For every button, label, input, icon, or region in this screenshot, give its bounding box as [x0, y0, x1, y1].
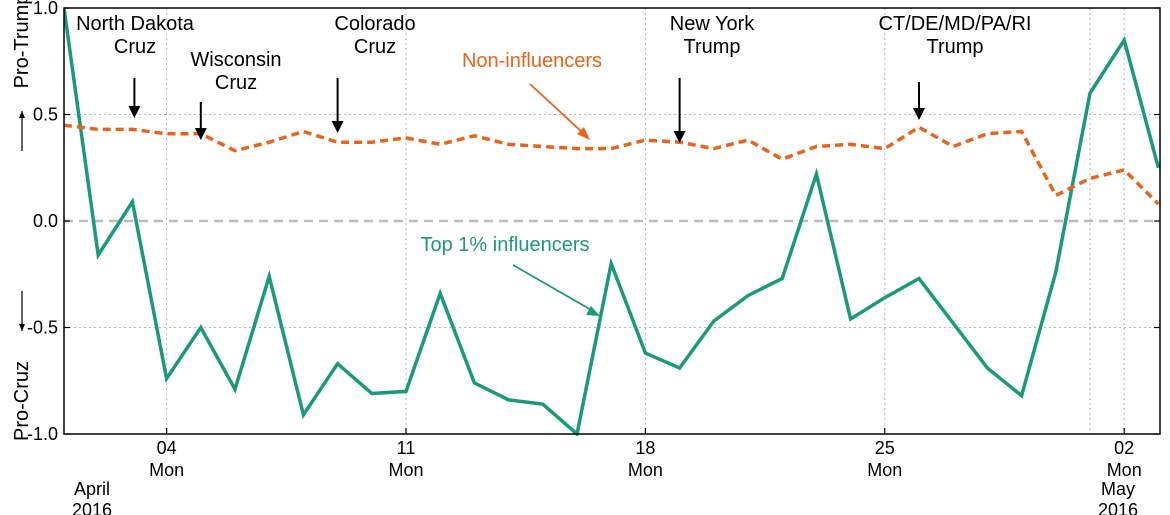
y-axis-label-bottom: Pro-Cruz [11, 361, 33, 441]
annotation-text: Cruz [114, 36, 156, 58]
x-tick-label: 11 [397, 438, 416, 458]
x-tick-label: 18 [635, 438, 655, 458]
y-axis-label-top: Pro-Trump [11, 0, 33, 88]
x-tick-label: 02 [1114, 438, 1134, 458]
x-tick-weekday-label: Mon [628, 460, 663, 480]
x-month-label: April [74, 479, 110, 499]
series-layer [64, 7, 1160, 436]
series-label-top-influencers: Top 1% influencers [421, 234, 600, 316]
x-year-label: 2016 [1098, 500, 1138, 515]
series-label-pointer [512, 264, 594, 312]
annotation-arrow-head [913, 108, 925, 120]
annotation-text: Trump [926, 36, 983, 58]
series-line-top-influencers [64, 7, 1160, 436]
y-axis-arrow-down-head [19, 324, 25, 331]
annotation-text: Trump [683, 36, 740, 58]
annotation-text: Wisconsin [190, 49, 281, 71]
series-label-text: Non-influencers [462, 50, 602, 72]
grid [64, 8, 1160, 434]
annotation-text: New York [670, 13, 755, 35]
series-label-pointer-head [577, 127, 590, 140]
series-label-pointer-head [586, 306, 600, 316]
annotation-text: Colorado [334, 13, 415, 35]
series-labels: Non-influencers Top 1% influencers [421, 50, 602, 316]
series-clip-group [64, 7, 1160, 436]
y-axis-arrow-up-head [19, 111, 25, 118]
annotation-arrow-head [194, 128, 207, 140]
y-tick-label: -0.5 [27, 318, 58, 338]
series-label-non-influencers: Non-influencers [462, 50, 602, 140]
series-line-non-influencers [64, 123, 1160, 206]
x-month-label: May [1101, 479, 1135, 499]
annotation-text: Cruz [215, 72, 257, 94]
y-tick-label: -1.0 [27, 424, 58, 444]
annotation-arrow-head [128, 106, 141, 118]
annotation-arrow-head [673, 131, 686, 143]
x-tick-weekday-label: Mon [149, 460, 184, 480]
series-label-pointer [529, 83, 584, 134]
y-tick-label: 0.0 [33, 211, 58, 231]
x-tick-weekday-label: Mon [1107, 460, 1142, 480]
annotation-arrow-head [331, 121, 344, 133]
x-tick-weekday-label: Mon [867, 460, 902, 480]
annotations: North DakotaCruzWisconsinCruzColoradoCru… [76, 13, 1031, 143]
axes: 1.00.50.0-0.5-1.004Mon11Mon18Mon25Mon02M… [11, 0, 1161, 515]
annotation-text: North Dakota [76, 13, 195, 35]
x-tick-weekday-label: Mon [388, 460, 423, 480]
y-tick-label: 1.0 [33, 0, 58, 18]
x-year-label: 2016 [72, 500, 112, 515]
x-tick-label: 04 [157, 438, 177, 458]
annotation-text: CT/DE/MD/PA/RI [879, 13, 1032, 35]
series-label-text: Top 1% influencers [421, 234, 590, 256]
y-tick-label: 0.5 [33, 105, 58, 125]
annotation-text: Cruz [354, 36, 396, 58]
x-tick-label: 25 [875, 438, 895, 458]
y-axis-label-group: Pro-Cruz Pro-Trump [11, 0, 33, 441]
